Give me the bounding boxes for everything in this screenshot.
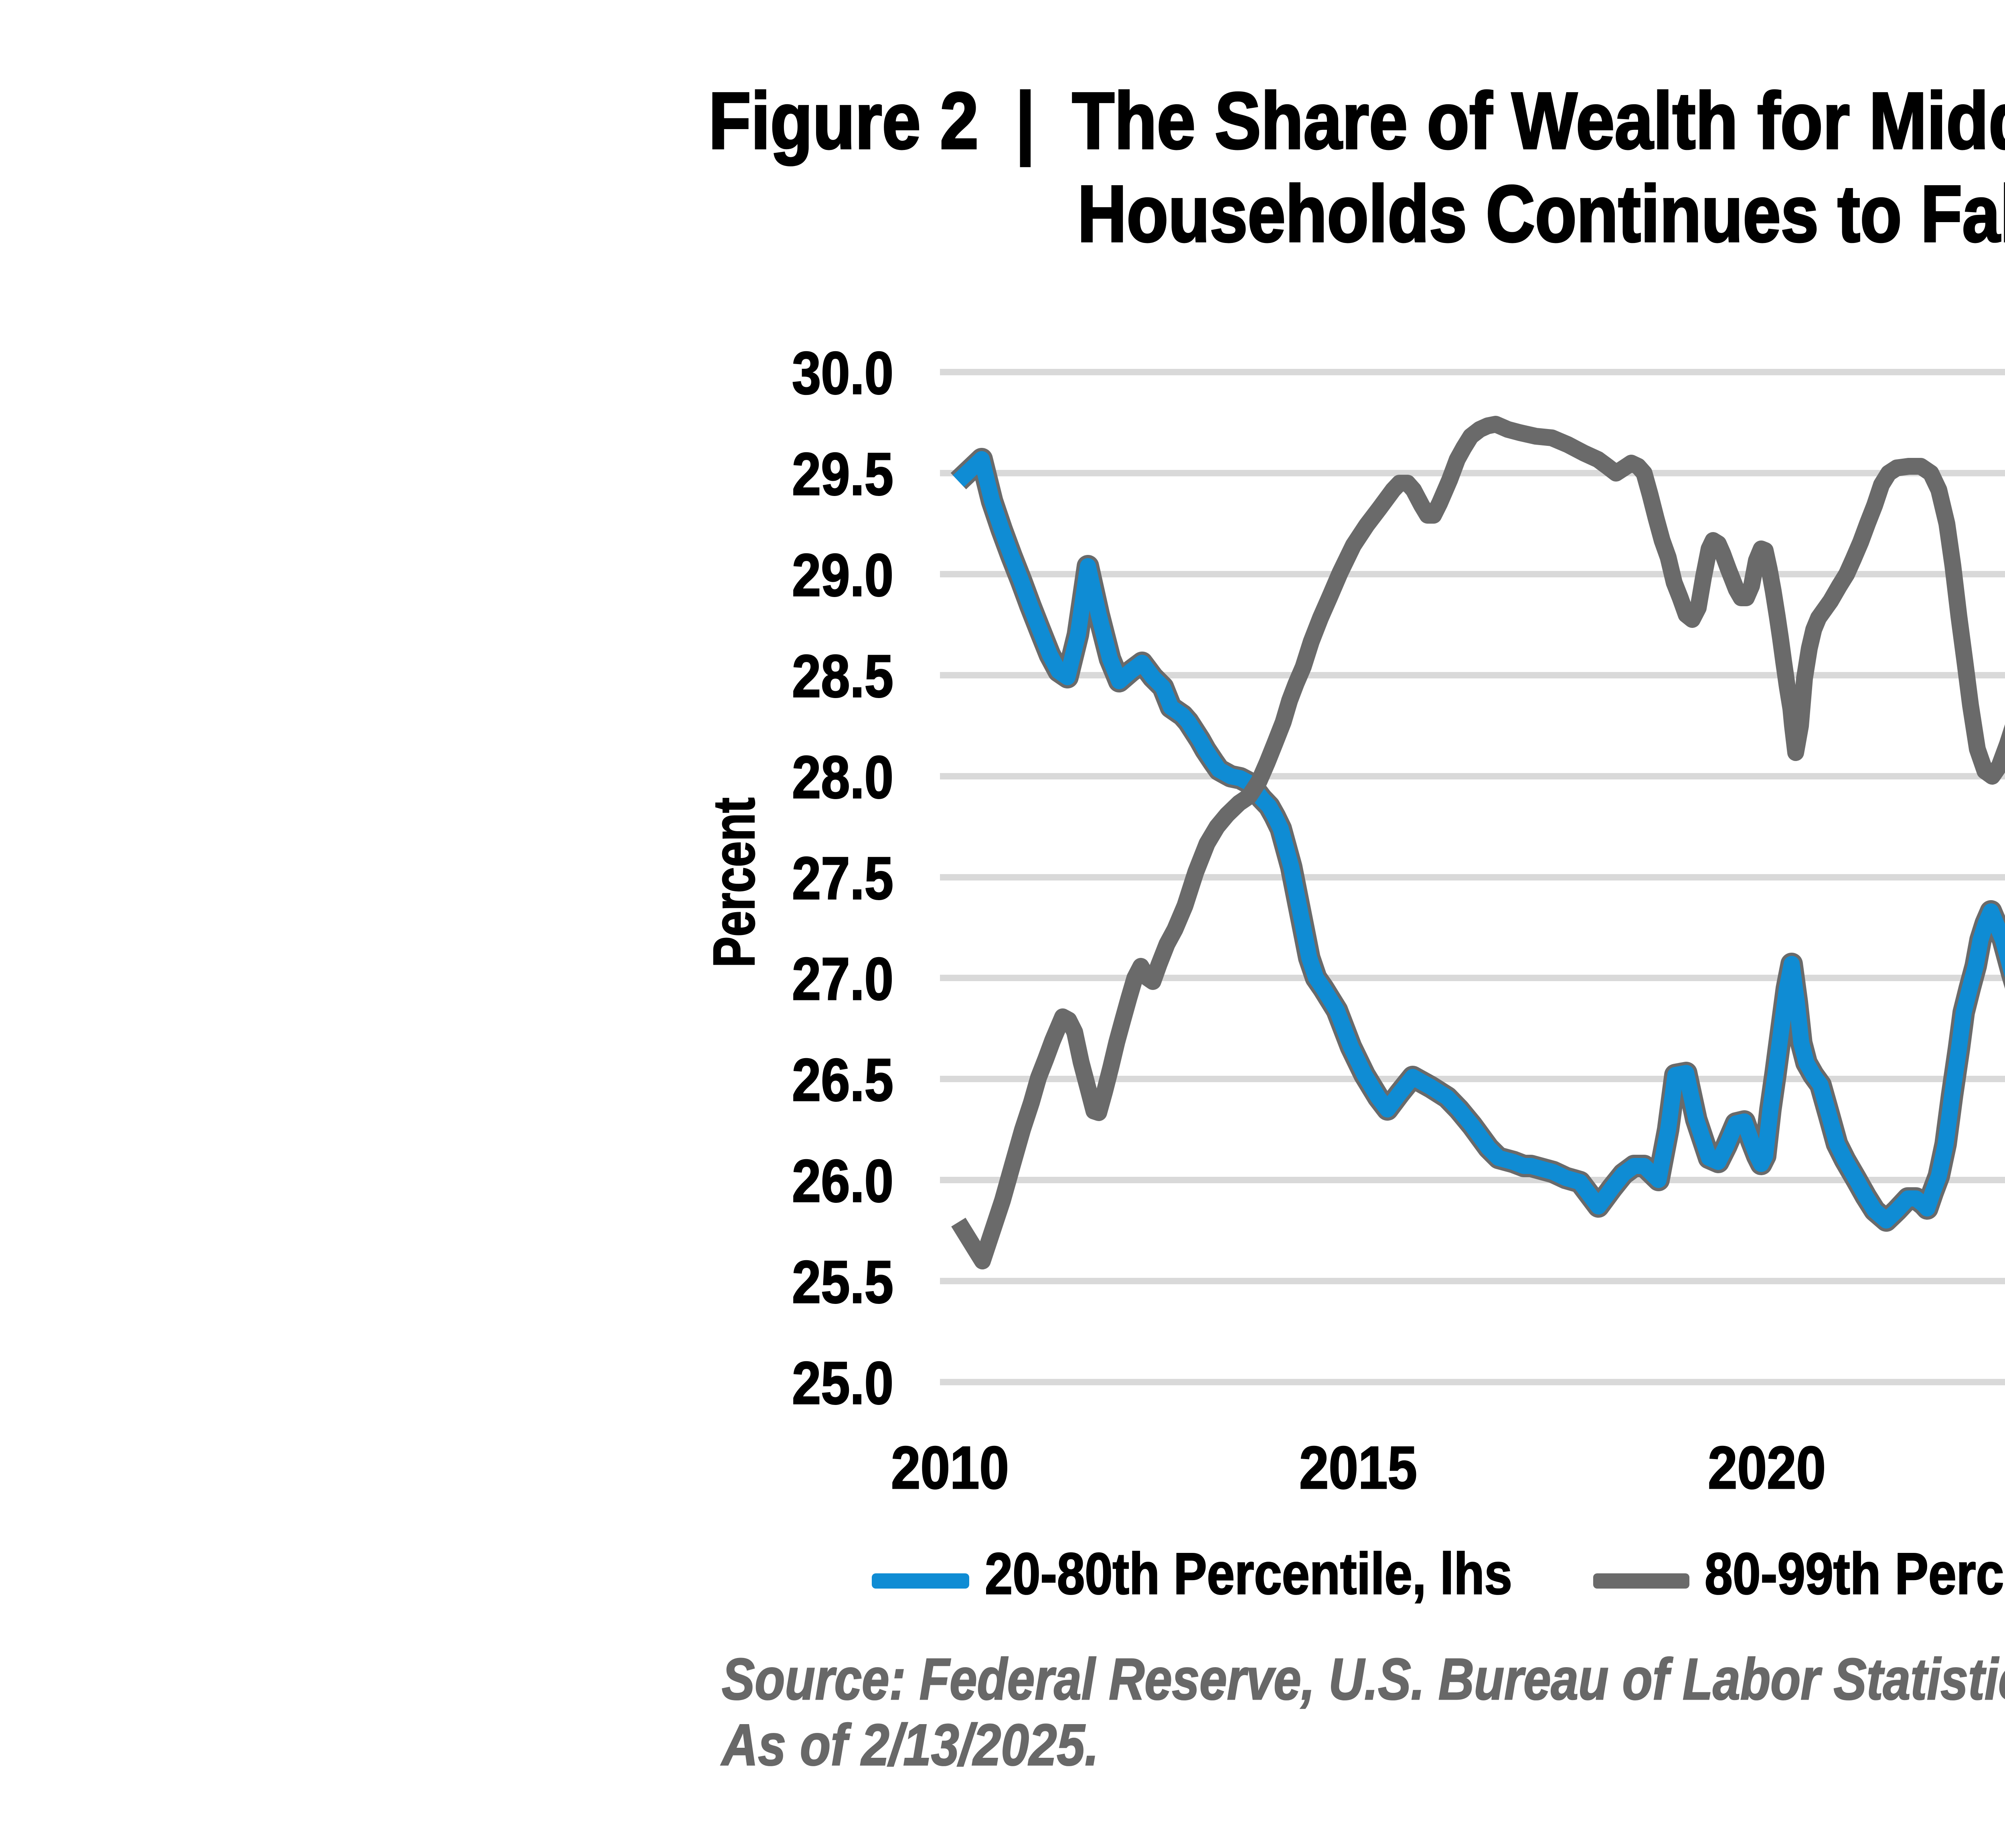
svg-text:20-80th Percentile, lhs: 20-80th Percentile, lhs — [985, 1541, 1512, 1606]
svg-text:28.0: 28.0 — [792, 743, 893, 811]
svg-text:25.0: 25.0 — [792, 1349, 893, 1417]
svg-text:29.5: 29.5 — [792, 440, 893, 508]
svg-text:Percent: Percent — [701, 797, 767, 968]
svg-text:Households Continues to Fall: Households Continues to Fall — [1077, 169, 2005, 259]
svg-text:26.0: 26.0 — [792, 1147, 893, 1214]
svg-text:2020: 2020 — [1708, 1434, 1826, 1501]
svg-text:27.5: 27.5 — [792, 844, 893, 912]
svg-text:26.5: 26.5 — [792, 1046, 893, 1113]
svg-text:27.0: 27.0 — [792, 945, 893, 1012]
svg-text:29.0: 29.0 — [792, 541, 893, 609]
svg-text:As of 2/13/2025.: As of 2/13/2025. — [721, 1712, 1099, 1777]
svg-text:28.5: 28.5 — [792, 642, 893, 710]
svg-text:25.5: 25.5 — [792, 1248, 893, 1316]
svg-text:Source: Federal Reserve, U.S.: Source: Federal Reserve, U.S. Bureau of … — [722, 1646, 2005, 1712]
svg-text:30.0: 30.0 — [792, 339, 893, 407]
svg-text:Figure 2 | The Share of Weal: Figure 2 | The Share of Wealth for Middl… — [709, 76, 2005, 167]
svg-text:2015: 2015 — [1299, 1434, 1417, 1501]
svg-text:2010: 2010 — [891, 1434, 1009, 1501]
svg-text:80-99th Percentile, rhs: 80-99th Percentile, rhs — [1705, 1541, 2005, 1606]
